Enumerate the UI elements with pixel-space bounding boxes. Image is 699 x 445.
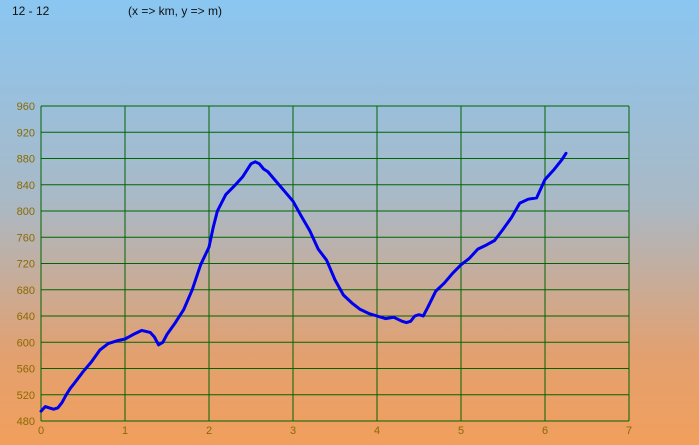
y-tick-label: 800: [17, 206, 35, 218]
x-tick-label: 0: [38, 425, 44, 437]
y-tick-label: 600: [17, 337, 35, 349]
x-tick-label: 2: [206, 425, 212, 437]
x-tick-label: 4: [374, 425, 380, 437]
y-tick-label: 720: [17, 259, 35, 271]
y-tick-label: 960: [17, 101, 35, 113]
grid-lines: [40, 105, 630, 422]
elevation-line: [39, 151, 568, 413]
y-tick-label: 680: [17, 285, 35, 297]
y-tick-label: 880: [17, 154, 35, 166]
x-tick-label: 7: [626, 425, 632, 437]
x-axis-ticks: 0 1 2 3 4 5 6 7: [38, 425, 632, 437]
chart-header: 12 - 12 (x => km, y => m): [12, 4, 222, 18]
y-axis-ticks: 480 520 560 600 640 680 720 760 800 840 880 920 960: [17, 101, 35, 428]
x-tick-label: 1: [122, 425, 128, 437]
x-tick-label: 3: [290, 425, 296, 437]
range-label: 12 - 12: [12, 4, 50, 18]
y-tick-label: 520: [17, 390, 35, 402]
x-tick-label: 6: [542, 425, 548, 437]
y-tick-label: 640: [17, 311, 35, 323]
y-tick-label: 760: [17, 232, 35, 244]
y-tick-label: 480: [17, 416, 35, 428]
y-tick-label: 920: [17, 127, 35, 139]
units-label: (x => km, y => m): [128, 4, 223, 18]
x-tick-label: 5: [458, 425, 464, 437]
y-tick-label: 560: [17, 364, 35, 376]
y-tick-label: 840: [17, 180, 35, 192]
